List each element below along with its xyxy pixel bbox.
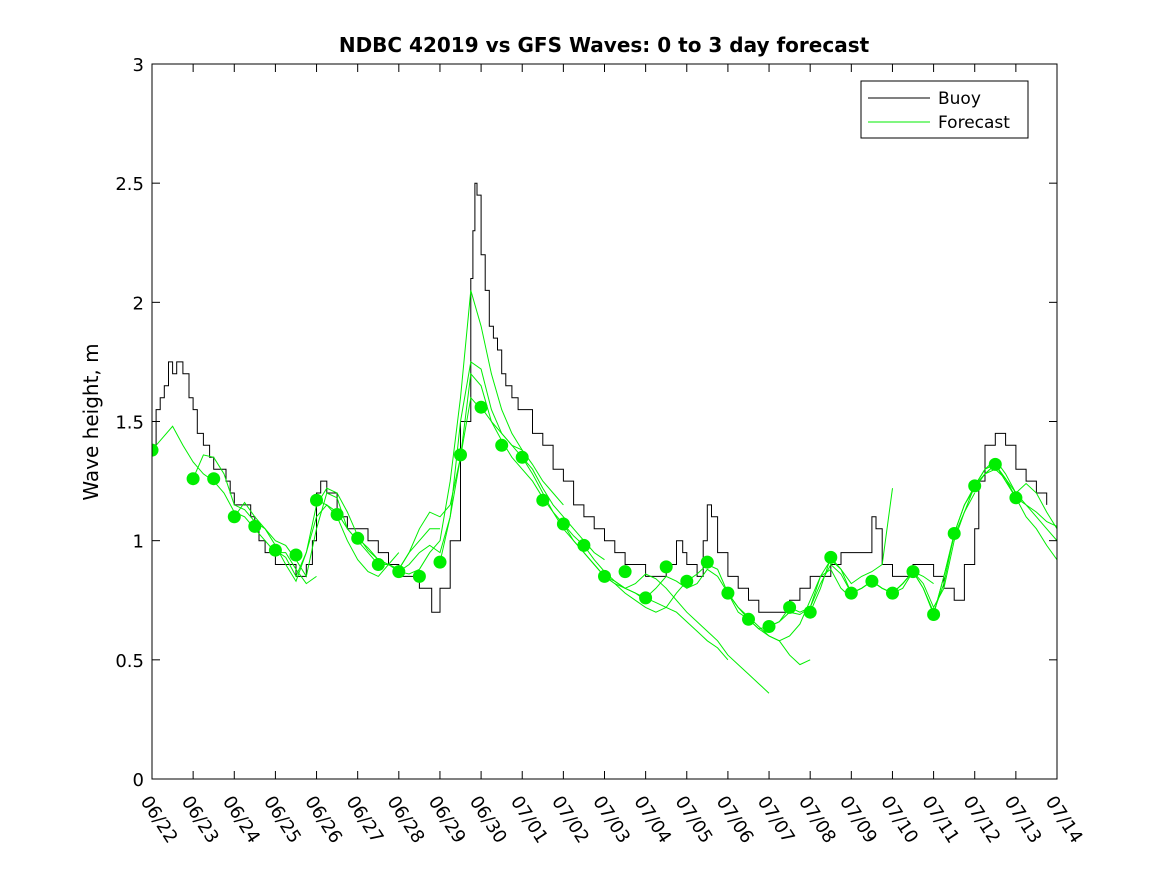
forecast-marker-15 bbox=[474, 400, 488, 414]
x-tick-label-21: 07/13 bbox=[1000, 792, 1046, 847]
x-tick-label-9: 07/01 bbox=[506, 792, 552, 847]
y-tick-label-6: 3 bbox=[133, 55, 144, 76]
plot-area bbox=[152, 182, 1057, 694]
y-tick-label-1: 0.5 bbox=[115, 651, 144, 672]
x-tick-label-19: 07/11 bbox=[917, 792, 963, 847]
forecast-marker-39 bbox=[968, 479, 982, 493]
forecast-marker-36 bbox=[906, 565, 920, 579]
x-tick-label-10: 07/02 bbox=[547, 792, 593, 847]
y-axis-label: Wave height, m bbox=[79, 343, 103, 500]
forecast-marker-27 bbox=[721, 586, 735, 600]
x-tick-label-18: 07/10 bbox=[876, 792, 922, 847]
x-tick-label-15: 07/07 bbox=[753, 792, 799, 847]
axes: 00.511.522.5306/2206/2306/2406/2506/2606… bbox=[115, 55, 1086, 847]
forecast-marker-7 bbox=[310, 493, 323, 507]
forecast-marker-16 bbox=[495, 438, 509, 452]
legend-buoy-label: Buoy bbox=[938, 89, 981, 109]
buoy-series-line bbox=[152, 182, 1048, 613]
axes-box bbox=[151, 63, 1058, 780]
y-tick-label-3: 1.5 bbox=[115, 413, 144, 434]
forecast-marker-26 bbox=[700, 555, 714, 569]
forecast-marker-9 bbox=[351, 531, 365, 545]
forecast-series-line-2 bbox=[233, 501, 400, 583]
forecast-marker-30 bbox=[783, 600, 797, 614]
x-tick-label-4: 06/26 bbox=[300, 792, 346, 847]
forecast-marker-1 bbox=[186, 472, 200, 486]
forecast-marker-11 bbox=[392, 565, 406, 579]
x-tick-label-1: 06/23 bbox=[177, 792, 223, 847]
forecast-marker-20 bbox=[577, 538, 591, 552]
forecast-marker-8 bbox=[330, 508, 344, 521]
forecast-marker-17 bbox=[515, 450, 529, 464]
x-tick-label-8: 06/30 bbox=[465, 792, 511, 847]
x-tick-label-0: 06/22 bbox=[136, 792, 182, 847]
forecast-series-line-13 bbox=[686, 563, 852, 642]
x-tick-label-12: 07/04 bbox=[629, 792, 675, 847]
forecast-series-line-5 bbox=[357, 372, 523, 573]
forecast-marker-6 bbox=[289, 548, 303, 562]
forecast-marker-35 bbox=[886, 586, 899, 600]
forecast-marker-10 bbox=[371, 558, 385, 571]
forecast-marker-14 bbox=[454, 448, 467, 462]
x-tick-label-14: 07/06 bbox=[712, 792, 758, 847]
forecast-marker-12 bbox=[412, 569, 426, 583]
x-tick-label-6: 06/28 bbox=[383, 792, 429, 847]
x-tick-label-11: 07/03 bbox=[588, 792, 634, 847]
x-tick-label-7: 06/29 bbox=[424, 792, 470, 847]
x-tick-label-3: 06/25 bbox=[259, 792, 305, 847]
forecast-marker-32 bbox=[824, 550, 838, 564]
x-tick-label-22: 07/14 bbox=[1041, 792, 1087, 847]
forecast-series-line-12 bbox=[645, 568, 811, 666]
x-tick-label-20: 07/12 bbox=[959, 792, 1005, 847]
forecast-marker-18 bbox=[536, 493, 550, 507]
forecast-marker-5 bbox=[268, 543, 282, 557]
forecast-marker-41 bbox=[1009, 491, 1023, 505]
forecast-series-line-20 bbox=[974, 463, 1057, 560]
forecast-marker-33 bbox=[844, 586, 858, 600]
forecast-marker-25 bbox=[680, 574, 694, 588]
legend: Buoy Forecast bbox=[860, 80, 1029, 139]
legend-forecast-label: Forecast bbox=[938, 113, 1010, 133]
forecast-marker-13 bbox=[433, 555, 447, 569]
y-tick-label-5: 2.5 bbox=[115, 174, 144, 195]
forecast-marker-3 bbox=[227, 510, 241, 524]
y-tick-label-0: 0 bbox=[133, 770, 144, 791]
x-tick-label-2: 06/24 bbox=[218, 792, 264, 847]
forecast-marker-21 bbox=[598, 569, 611, 583]
forecast-marker-29 bbox=[762, 620, 776, 633]
forecast-marker-22 bbox=[618, 565, 632, 579]
forecast-marker-4 bbox=[248, 519, 262, 533]
plot-inner bbox=[152, 182, 1057, 694]
chart-title: NDBC 42019 vs GFS Waves: 0 to 3 day fore… bbox=[339, 33, 870, 57]
y-tick-label-4: 2 bbox=[133, 293, 144, 314]
forecast-marker-34 bbox=[865, 574, 879, 588]
forecast-marker-23 bbox=[639, 591, 653, 605]
forecast-marker-24 bbox=[659, 560, 673, 574]
forecast-marker-40 bbox=[988, 457, 1002, 471]
forecast-marker-19 bbox=[556, 517, 570, 531]
forecast-marker-0 bbox=[152, 443, 159, 457]
x-tick-label-13: 07/05 bbox=[671, 792, 717, 847]
forecast-series-line-11 bbox=[604, 573, 770, 694]
forecast-series-line-1 bbox=[192, 454, 359, 578]
legend-box bbox=[860, 80, 1029, 139]
y-tick-label-2: 1 bbox=[133, 532, 144, 553]
forecast-marker-2 bbox=[207, 472, 221, 486]
x-tick-label-5: 06/27 bbox=[342, 792, 388, 847]
forecast-series-line-17 bbox=[851, 463, 1017, 617]
x-tick-label-17: 07/09 bbox=[835, 792, 881, 847]
forecast-marker-31 bbox=[803, 605, 817, 619]
forecast-marker-37 bbox=[927, 608, 941, 621]
forecast-marker-38 bbox=[947, 527, 961, 540]
forecast-series-line-6 bbox=[398, 290, 564, 575]
forecast-marker-28 bbox=[742, 612, 755, 626]
x-tick-label-16: 07/08 bbox=[794, 792, 840, 847]
